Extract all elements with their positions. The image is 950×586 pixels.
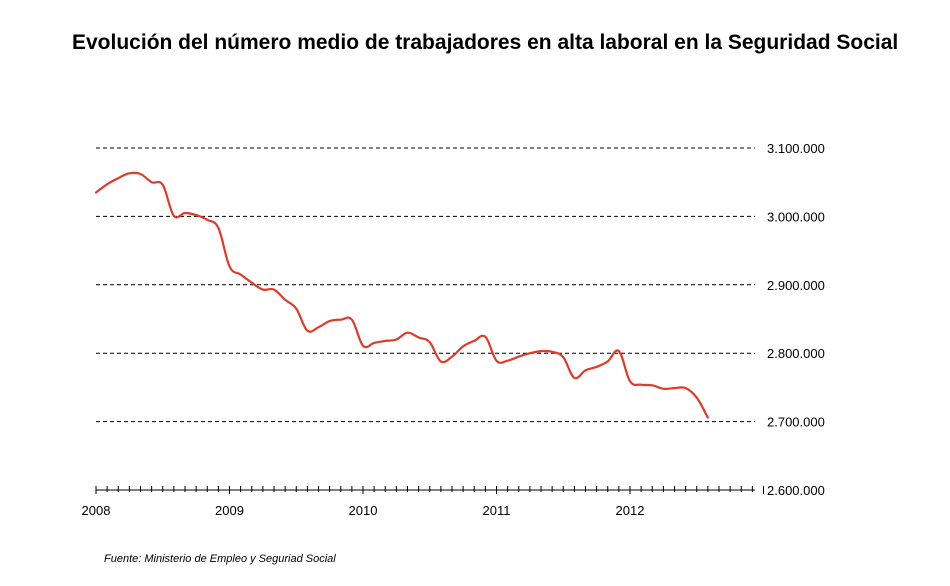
x-tick-label: 2010 bbox=[349, 503, 378, 518]
gridlines bbox=[96, 147, 755, 423]
y-tick-label: 2.800.000 bbox=[767, 346, 825, 361]
x-tick-label: 2009 bbox=[215, 503, 244, 518]
x-axis bbox=[95, 486, 764, 494]
chart-title: Evolución del número medio de trabajador… bbox=[72, 31, 899, 54]
y-tick-label: 3.000.000 bbox=[767, 209, 825, 224]
x-axis-labels: 2008 2009 2010 2011 2012 bbox=[82, 503, 645, 518]
y-tick-label: 2.700.000 bbox=[767, 415, 825, 430]
series-layer bbox=[94, 171, 709, 419]
source-note: Fuente: Ministerio de Empleo y Seguriad … bbox=[104, 553, 336, 565]
x-tick-label: 2008 bbox=[82, 503, 111, 518]
series-line bbox=[94, 171, 709, 419]
y-tick-label: 3.100.000 bbox=[767, 141, 825, 156]
x-tick-label: 2012 bbox=[616, 503, 645, 518]
y-tick-label: 2.900.000 bbox=[767, 278, 825, 293]
y-axis-labels: 3.100.000 3.000.000 2.900.000 2.800.000 2.70… bbox=[767, 141, 825, 498]
y-tick-label: 2.600.000 bbox=[767, 483, 825, 498]
x-tick-label: 2011 bbox=[483, 503, 511, 518]
